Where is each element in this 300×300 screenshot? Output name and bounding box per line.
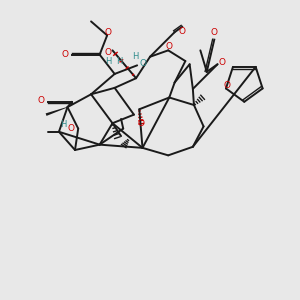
Polygon shape [46, 107, 68, 116]
Text: O: O [166, 42, 173, 51]
Text: H: H [105, 57, 111, 66]
Text: H: H [60, 120, 66, 129]
Text: O: O [62, 50, 69, 59]
Text: O: O [218, 58, 225, 67]
Text: O: O [37, 96, 44, 105]
Text: O: O [224, 81, 230, 90]
Text: O: O [178, 27, 186, 36]
Text: O: O [105, 48, 112, 57]
Text: O: O [67, 124, 74, 133]
Text: H: H [132, 52, 138, 61]
Text: O: O [139, 59, 146, 68]
Text: O: O [211, 28, 218, 37]
Text: H: H [116, 57, 122, 66]
Text: O: O [138, 119, 145, 128]
Text: O: O [105, 28, 112, 37]
